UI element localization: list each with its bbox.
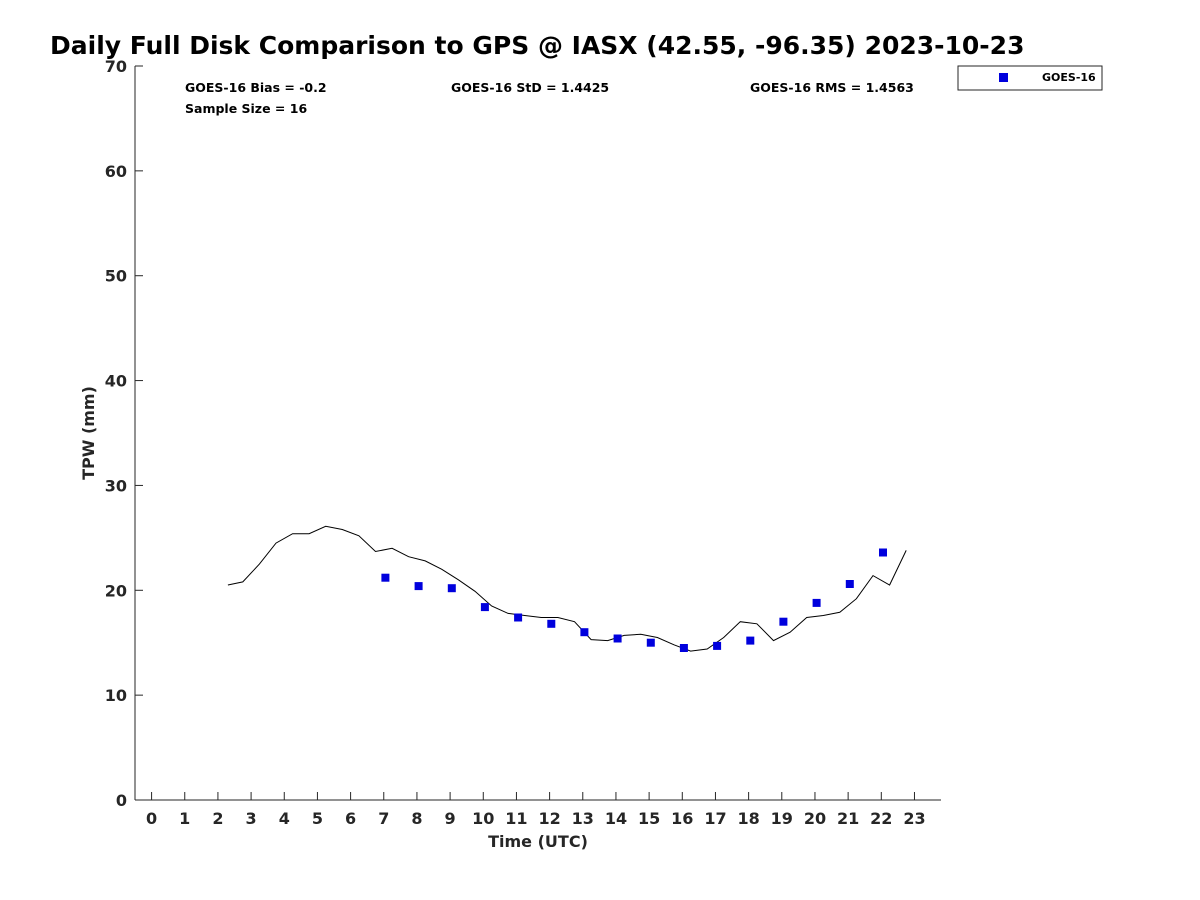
x-tick-label: 15 xyxy=(638,809,660,828)
x-tick-label: 10 xyxy=(472,809,494,828)
legend-box xyxy=(957,65,1103,91)
goes16-point xyxy=(679,644,688,652)
goes16-point xyxy=(547,619,556,628)
y-tick-label: 10 xyxy=(105,686,127,705)
x-tick-label: 1 xyxy=(179,809,190,828)
x-tick-label: 17 xyxy=(704,809,726,828)
x-tick-label: 19 xyxy=(771,809,793,828)
x-tick-label: 13 xyxy=(572,809,594,828)
goes16-point xyxy=(779,617,788,626)
y-tick-label: 30 xyxy=(105,476,127,495)
y-tick-label: 20 xyxy=(105,581,127,600)
goes16-point xyxy=(447,584,456,593)
x-tick-label: 5 xyxy=(312,809,323,828)
chart-title: Daily Full Disk Comparison to GPS @ IASX… xyxy=(50,31,1024,60)
x-tick-label: 23 xyxy=(903,809,925,828)
rms-stat: GOES-16 RMS = 1.4563 xyxy=(750,80,914,95)
gps-line-series xyxy=(227,525,907,652)
goes16-point xyxy=(746,636,755,645)
x-tick-label: 9 xyxy=(445,809,456,828)
legend-label: GOES-16 xyxy=(1042,71,1096,84)
y-tick-label: 50 xyxy=(105,267,127,286)
goes16-point xyxy=(812,598,821,607)
goes16-point xyxy=(514,613,523,622)
x-tick-label: 20 xyxy=(804,809,826,828)
std-stat: GOES-16 StD = 1.4425 xyxy=(451,80,609,95)
goes16-point xyxy=(646,638,655,647)
x-tick-label: 11 xyxy=(505,809,527,828)
y-tick-label: 40 xyxy=(105,372,127,391)
goes16-point xyxy=(879,548,887,557)
goes16-point xyxy=(414,582,423,591)
y-tick-label: 60 xyxy=(105,162,127,181)
legend: GOES-16 xyxy=(957,65,1103,91)
y-axis-ticks: 0 10 20 30 40 50 60 70 xyxy=(105,57,143,810)
goes16-point xyxy=(381,573,390,582)
goes16-point xyxy=(845,580,854,588)
x-tick-label: 3 xyxy=(246,809,257,828)
bias-stat: GOES-16 Bias = -0.2 xyxy=(185,80,327,95)
gps-tpw-line xyxy=(227,525,907,652)
y-axis-label: TPW (mm) xyxy=(79,386,98,480)
x-tick-label: 14 xyxy=(605,809,627,828)
x-axis-ticks: 0 1 2 3 4 5 6 7 8 9 10 11 12 13 14 15 16 17 18 19 20 21 22 23 xyxy=(146,792,926,828)
sample-size-stat: Sample Size = 16 xyxy=(185,101,307,116)
x-tick-label: 21 xyxy=(837,809,859,828)
x-tick-label: 0 xyxy=(146,809,157,828)
x-tick-label: 12 xyxy=(538,809,560,828)
x-tick-label: 18 xyxy=(737,809,759,828)
goes16-point xyxy=(613,634,622,643)
y-tick-label: 0 xyxy=(116,791,127,810)
axes xyxy=(134,66,941,801)
goes16-point xyxy=(713,641,722,650)
x-tick-label: 2 xyxy=(212,809,223,828)
x-tick-label: 22 xyxy=(870,809,892,828)
x-tick-label: 7 xyxy=(378,809,389,828)
x-tick-label: 8 xyxy=(411,809,422,828)
goes16-point xyxy=(580,628,589,637)
legend-marker xyxy=(999,73,1008,82)
x-axis-label: Time (UTC) xyxy=(488,832,588,851)
x-tick-label: 6 xyxy=(345,809,356,828)
goes16-point xyxy=(480,603,489,612)
y-tick-label: 70 xyxy=(105,57,127,76)
goes16-point-series xyxy=(381,548,887,652)
x-tick-label: 4 xyxy=(279,809,290,828)
x-tick-label: 16 xyxy=(671,809,693,828)
